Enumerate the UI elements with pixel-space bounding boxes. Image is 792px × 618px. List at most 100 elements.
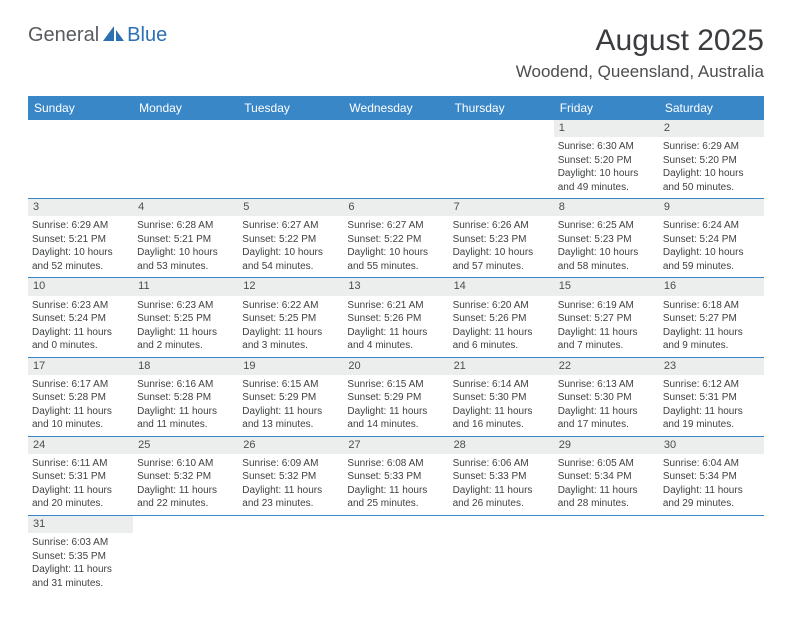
day-details: Sunrise: 6:08 AMSunset: 5:33 PMDaylight:…	[343, 454, 448, 515]
weekday-header: Wednesday	[343, 96, 448, 120]
sunrise-text: Sunrise: 6:29 AM	[663, 140, 760, 154]
day-details: Sunrise: 6:30 AMSunset: 5:20 PMDaylight:…	[554, 137, 659, 198]
weekday-header: Saturday	[659, 96, 764, 120]
calendar-week-row: 3Sunrise: 6:29 AMSunset: 5:21 PMDaylight…	[28, 199, 764, 278]
daylight-text: Daylight: 11 hours and 13 minutes.	[242, 405, 339, 432]
day-details: Sunrise: 6:09 AMSunset: 5:32 PMDaylight:…	[238, 454, 343, 515]
sunset-text: Sunset: 5:21 PM	[32, 233, 129, 247]
sunrise-text: Sunrise: 6:10 AM	[137, 457, 234, 471]
day-number: 7	[449, 199, 554, 216]
day-details: Sunrise: 6:29 AMSunset: 5:20 PMDaylight:…	[659, 137, 764, 198]
logo-text-general: General	[28, 24, 99, 47]
day-number: 12	[238, 278, 343, 295]
sunset-text: Sunset: 5:31 PM	[32, 470, 129, 484]
calendar-week-row: 17Sunrise: 6:17 AMSunset: 5:28 PMDayligh…	[28, 357, 764, 436]
sail-icon	[103, 25, 125, 48]
daylight-text: Daylight: 11 hours and 26 minutes.	[453, 484, 550, 511]
calendar-cell: 9Sunrise: 6:24 AMSunset: 5:24 PMDaylight…	[659, 199, 764, 278]
day-number: 22	[554, 358, 659, 375]
day-details: Sunrise: 6:23 AMSunset: 5:24 PMDaylight:…	[28, 296, 133, 357]
calendar-cell: 3Sunrise: 6:29 AMSunset: 5:21 PMDaylight…	[28, 199, 133, 278]
sunrise-text: Sunrise: 6:15 AM	[242, 378, 339, 392]
daylight-text: Daylight: 11 hours and 10 minutes.	[32, 405, 129, 432]
sunrise-text: Sunrise: 6:23 AM	[32, 299, 129, 313]
day-details: Sunrise: 6:10 AMSunset: 5:32 PMDaylight:…	[133, 454, 238, 515]
calendar-cell: 21Sunrise: 6:14 AMSunset: 5:30 PMDayligh…	[449, 357, 554, 436]
calendar-cell: 6Sunrise: 6:27 AMSunset: 5:22 PMDaylight…	[343, 199, 448, 278]
sunset-text: Sunset: 5:22 PM	[347, 233, 444, 247]
weekday-header: Friday	[554, 96, 659, 120]
calendar-cell: 7Sunrise: 6:26 AMSunset: 5:23 PMDaylight…	[449, 199, 554, 278]
daylight-text: Daylight: 11 hours and 6 minutes.	[453, 326, 550, 353]
daylight-text: Daylight: 11 hours and 16 minutes.	[453, 405, 550, 432]
day-details: Sunrise: 6:06 AMSunset: 5:33 PMDaylight:…	[449, 454, 554, 515]
day-number: 28	[449, 437, 554, 454]
day-details: Sunrise: 6:20 AMSunset: 5:26 PMDaylight:…	[449, 296, 554, 357]
sunset-text: Sunset: 5:28 PM	[32, 391, 129, 405]
sunrise-text: Sunrise: 6:17 AM	[32, 378, 129, 392]
sunset-text: Sunset: 5:23 PM	[453, 233, 550, 247]
day-number: 5	[238, 199, 343, 216]
day-details: Sunrise: 6:11 AMSunset: 5:31 PMDaylight:…	[28, 454, 133, 515]
day-details: Sunrise: 6:23 AMSunset: 5:25 PMDaylight:…	[133, 296, 238, 357]
sunset-text: Sunset: 5:25 PM	[137, 312, 234, 326]
day-number: 27	[343, 437, 448, 454]
sunrise-text: Sunrise: 6:24 AM	[663, 219, 760, 233]
calendar-cell: 24Sunrise: 6:11 AMSunset: 5:31 PMDayligh…	[28, 436, 133, 515]
calendar-cell: 18Sunrise: 6:16 AMSunset: 5:28 PMDayligh…	[133, 357, 238, 436]
daylight-text: Daylight: 10 hours and 59 minutes.	[663, 246, 760, 273]
sunset-text: Sunset: 5:29 PM	[242, 391, 339, 405]
day-details: Sunrise: 6:22 AMSunset: 5:25 PMDaylight:…	[238, 296, 343, 357]
day-number: 1	[554, 120, 659, 137]
daylight-text: Daylight: 11 hours and 11 minutes.	[137, 405, 234, 432]
sunrise-text: Sunrise: 6:18 AM	[663, 299, 760, 313]
daylight-text: Daylight: 11 hours and 25 minutes.	[347, 484, 444, 511]
calendar-cell: 27Sunrise: 6:08 AMSunset: 5:33 PMDayligh…	[343, 436, 448, 515]
sunset-text: Sunset: 5:25 PM	[242, 312, 339, 326]
daylight-text: Daylight: 11 hours and 19 minutes.	[663, 405, 760, 432]
sunrise-text: Sunrise: 6:08 AM	[347, 457, 444, 471]
calendar-cell: 12Sunrise: 6:22 AMSunset: 5:25 PMDayligh…	[238, 278, 343, 357]
calendar-cell: ..	[133, 515, 238, 594]
calendar-cell: ..	[343, 120, 448, 199]
weekday-header: Monday	[133, 96, 238, 120]
day-number: 24	[28, 437, 133, 454]
day-number: 25	[133, 437, 238, 454]
day-number: 31	[28, 516, 133, 533]
calendar-cell: ..	[449, 515, 554, 594]
day-details: Sunrise: 6:05 AMSunset: 5:34 PMDaylight:…	[554, 454, 659, 515]
sunrise-text: Sunrise: 6:29 AM	[32, 219, 129, 233]
sunset-text: Sunset: 5:22 PM	[242, 233, 339, 247]
calendar-cell: 25Sunrise: 6:10 AMSunset: 5:32 PMDayligh…	[133, 436, 238, 515]
sunset-text: Sunset: 5:20 PM	[558, 154, 655, 168]
daylight-text: Daylight: 11 hours and 28 minutes.	[558, 484, 655, 511]
sunset-text: Sunset: 5:29 PM	[347, 391, 444, 405]
daylight-text: Daylight: 11 hours and 0 minutes.	[32, 326, 129, 353]
header: General Blue August 2025 Woodend, Queens…	[28, 24, 764, 82]
calendar-cell: 8Sunrise: 6:25 AMSunset: 5:23 PMDaylight…	[554, 199, 659, 278]
sunset-text: Sunset: 5:30 PM	[558, 391, 655, 405]
sunrise-text: Sunrise: 6:21 AM	[347, 299, 444, 313]
calendar-cell: 19Sunrise: 6:15 AMSunset: 5:29 PMDayligh…	[238, 357, 343, 436]
calendar-cell: ..	[238, 120, 343, 199]
sunrise-text: Sunrise: 6:30 AM	[558, 140, 655, 154]
sunrise-text: Sunrise: 6:05 AM	[558, 457, 655, 471]
sunset-text: Sunset: 5:32 PM	[242, 470, 339, 484]
day-details: Sunrise: 6:28 AMSunset: 5:21 PMDaylight:…	[133, 216, 238, 277]
day-number: 11	[133, 278, 238, 295]
daylight-text: Daylight: 11 hours and 29 minutes.	[663, 484, 760, 511]
sunrise-text: Sunrise: 6:14 AM	[453, 378, 550, 392]
sunset-text: Sunset: 5:26 PM	[453, 312, 550, 326]
daylight-text: Daylight: 11 hours and 17 minutes.	[558, 405, 655, 432]
sunrise-text: Sunrise: 6:12 AM	[663, 378, 760, 392]
calendar-cell: 16Sunrise: 6:18 AMSunset: 5:27 PMDayligh…	[659, 278, 764, 357]
day-details: Sunrise: 6:13 AMSunset: 5:30 PMDaylight:…	[554, 375, 659, 436]
calendar-cell: 30Sunrise: 6:04 AMSunset: 5:34 PMDayligh…	[659, 436, 764, 515]
sunrise-text: Sunrise: 6:04 AM	[663, 457, 760, 471]
sunrise-text: Sunrise: 6:03 AM	[32, 536, 129, 550]
daylight-text: Daylight: 11 hours and 4 minutes.	[347, 326, 444, 353]
daylight-text: Daylight: 11 hours and 3 minutes.	[242, 326, 339, 353]
calendar-cell: 28Sunrise: 6:06 AMSunset: 5:33 PMDayligh…	[449, 436, 554, 515]
day-number: 14	[449, 278, 554, 295]
daylight-text: Daylight: 11 hours and 2 minutes.	[137, 326, 234, 353]
